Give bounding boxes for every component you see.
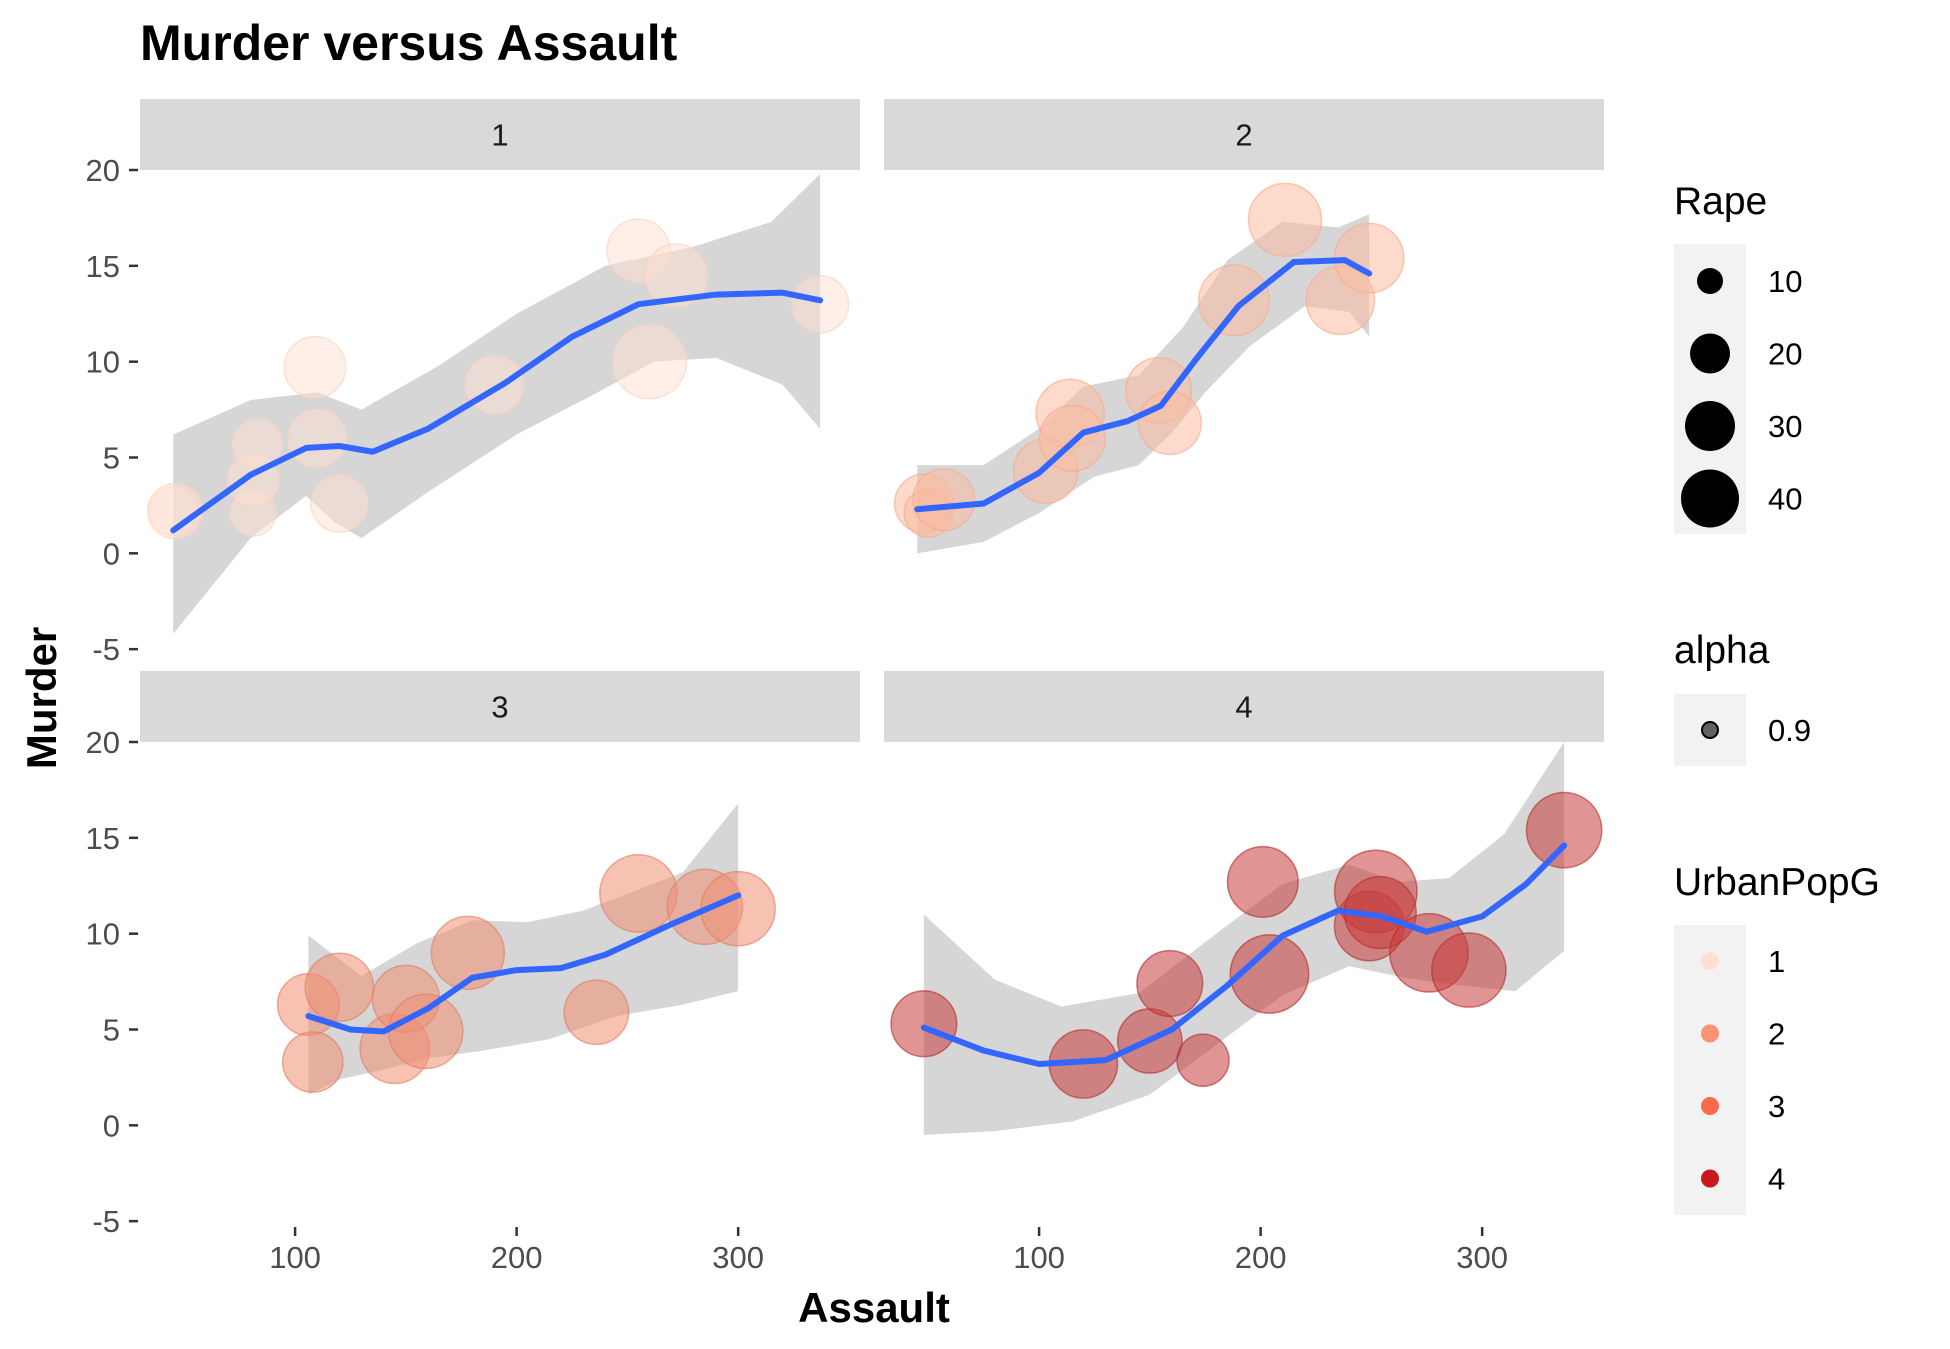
facet-strip-label: 2 bbox=[1235, 118, 1252, 153]
y-axis-title: Murder bbox=[18, 627, 65, 769]
data-point bbox=[287, 408, 348, 469]
legend-color-key bbox=[1701, 952, 1719, 970]
chart-title: Murder versus Assault bbox=[140, 15, 678, 71]
facet-strip bbox=[140, 99, 860, 170]
x-tick-label: 200 bbox=[491, 1240, 543, 1275]
facet-strip-label: 4 bbox=[1235, 690, 1252, 725]
data-point bbox=[1137, 390, 1203, 456]
facet-strip-label: 1 bbox=[491, 118, 508, 153]
data-point bbox=[387, 993, 464, 1070]
legend-label: 3 bbox=[1768, 1089, 1785, 1124]
data-point bbox=[890, 990, 958, 1058]
axes: -5 0 5 10 15 20 -5 0 5 10 15 20 100 200 300 100 200 300 bbox=[86, 153, 1509, 1275]
smooth-line bbox=[305, 892, 742, 1035]
data-point bbox=[304, 952, 375, 1023]
data-point bbox=[912, 468, 976, 532]
smooth-line bbox=[914, 257, 1373, 513]
legend-size-key bbox=[1690, 333, 1730, 374]
data-point bbox=[1197, 264, 1271, 337]
data-point bbox=[310, 474, 369, 533]
facet-strip-label: 3 bbox=[491, 690, 508, 725]
y-tick-label: 5 bbox=[103, 1013, 120, 1048]
y-tick-label: -5 bbox=[92, 1204, 120, 1239]
legend-label: 4 bbox=[1768, 1162, 1785, 1197]
data-point bbox=[430, 915, 506, 991]
facet-strip bbox=[140, 671, 860, 742]
legend-label: 20 bbox=[1768, 337, 1802, 372]
facet-panel-2: 2 bbox=[884, 99, 1604, 554]
data-point bbox=[1247, 182, 1323, 258]
legend-title-rape: Rape bbox=[1674, 180, 1767, 223]
legend-size-key bbox=[1681, 469, 1739, 528]
y-tick-label: 0 bbox=[103, 536, 120, 571]
legend-label: 40 bbox=[1768, 482, 1802, 517]
legend-label: 2 bbox=[1768, 1017, 1785, 1052]
data-point bbox=[611, 323, 688, 400]
legend-title-urbanpopg: UrbanPopG bbox=[1674, 861, 1880, 904]
x-tick-label: 300 bbox=[712, 1240, 764, 1275]
smooth-line bbox=[170, 289, 824, 534]
facet-panels: 1 2 3 4 bbox=[140, 99, 1604, 1135]
y-tick-label: 10 bbox=[86, 917, 120, 952]
legend-color-key bbox=[1701, 1097, 1719, 1115]
y-tick-label: 15 bbox=[86, 249, 120, 284]
data-point bbox=[283, 335, 347, 399]
legend-label: 0.9 bbox=[1768, 713, 1811, 748]
data-point bbox=[599, 853, 678, 933]
data-point bbox=[790, 274, 850, 334]
facet-panel-3: 3 bbox=[140, 671, 860, 1095]
legend-title-alpha: alpha bbox=[1674, 629, 1770, 672]
legend-color-key bbox=[1701, 1169, 1719, 1188]
legend: Rape 10 20 30 40 alpha 0.9 UrbanPopG 1 2 3 4 bbox=[1674, 180, 1880, 1215]
y-tick-label: 5 bbox=[103, 441, 120, 476]
legend-color-key bbox=[1701, 1024, 1719, 1043]
y-tick-label: 10 bbox=[86, 345, 120, 380]
legend-size-key bbox=[1685, 401, 1735, 451]
data-point bbox=[281, 1031, 344, 1093]
data-point bbox=[1136, 949, 1204, 1018]
data-point bbox=[563, 979, 630, 1046]
legend-alpha-key bbox=[1701, 721, 1719, 739]
y-tick-label: 0 bbox=[103, 1108, 120, 1143]
x-axis-title: Assault bbox=[798, 1284, 950, 1331]
data-point bbox=[1229, 933, 1310, 1014]
x-tick-label: 300 bbox=[1456, 1240, 1508, 1275]
data-point bbox=[464, 354, 525, 415]
y-tick-label: 15 bbox=[86, 821, 120, 856]
y-tick-label: -5 bbox=[92, 632, 120, 667]
facet-panel-1: 1 bbox=[140, 99, 860, 634]
data-point bbox=[643, 243, 709, 308]
y-tick-label: 20 bbox=[86, 725, 120, 760]
facet-panel-4: 4 bbox=[884, 671, 1604, 1135]
x-tick-label: 100 bbox=[1013, 1240, 1065, 1275]
legend-label: 30 bbox=[1768, 409, 1802, 444]
x-tick-label: 200 bbox=[1235, 1240, 1287, 1275]
x-tick-label: 100 bbox=[269, 1240, 321, 1275]
smooth-line bbox=[920, 842, 1568, 1067]
legend-label: 1 bbox=[1768, 944, 1785, 979]
data-point bbox=[1431, 932, 1507, 1008]
legend-key-background bbox=[1674, 925, 1746, 1215]
data-point bbox=[1176, 1033, 1230, 1087]
data-point bbox=[1525, 791, 1603, 869]
facet-strip bbox=[884, 99, 1604, 170]
legend-label: 10 bbox=[1768, 264, 1802, 299]
y-tick-label: 20 bbox=[86, 153, 120, 188]
legend-size-key bbox=[1697, 268, 1723, 294]
data-point bbox=[1226, 845, 1299, 919]
facet-strip bbox=[884, 671, 1604, 742]
